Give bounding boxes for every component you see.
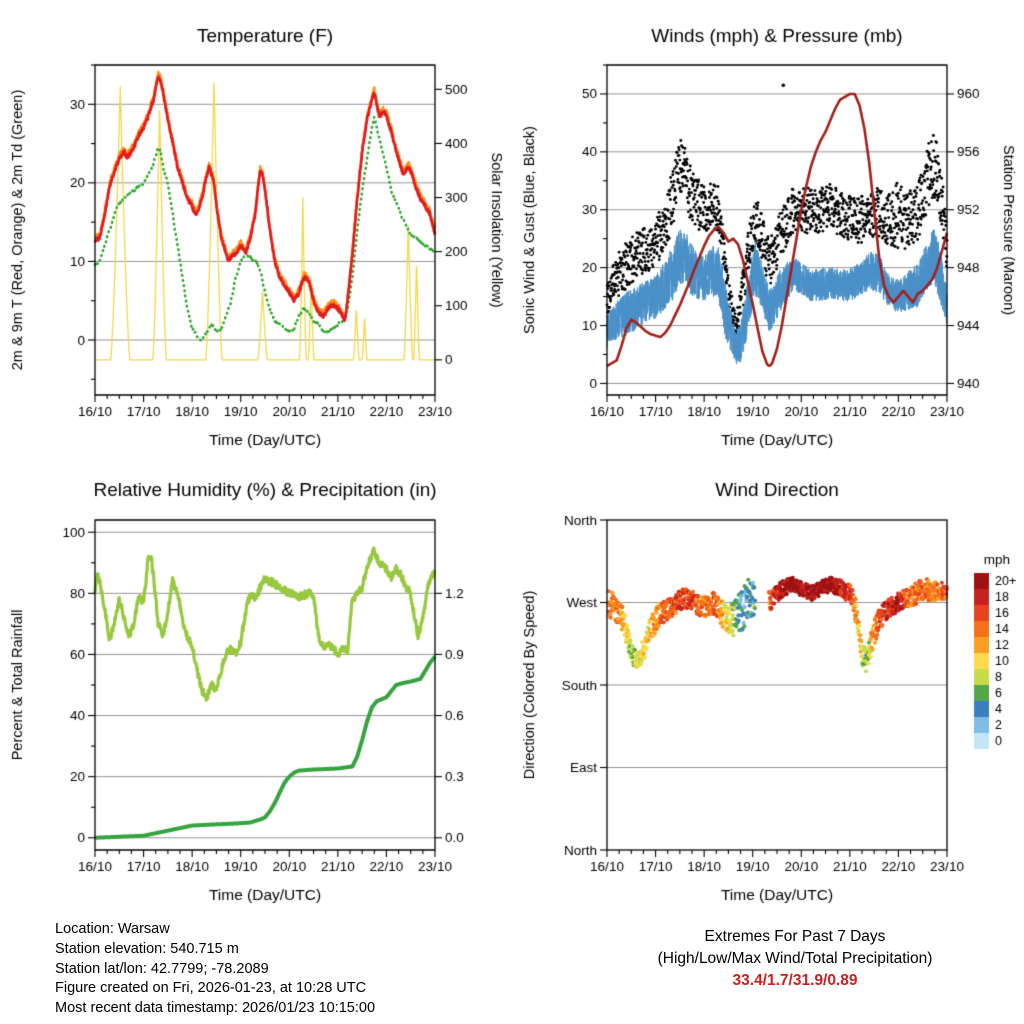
station-location: Location: Warsaw: [55, 921, 170, 937]
rh-precip-chart: [0, 460, 512, 920]
winds-pressure-chart: [512, 0, 1024, 460]
extremes-subtitle: (High/Low/Max Wind/Total Precipitation): [657, 950, 933, 967]
figure-created: Figure created on Fri, 2026-01-23, at 10…: [55, 980, 367, 997]
data-timestamp: Most recent data timestamp: 2026/01/23 1…: [55, 1000, 376, 1017]
wind-direction-chart: [512, 460, 1024, 920]
station-elevation: Station elevation: 540.715 m: [55, 940, 239, 957]
temperature-chart: [0, 0, 512, 460]
extremes-values: 33.4/1.7/31.9/0.89: [732, 972, 858, 989]
extremes-info: Extremes For Past 7 Days (High/Low/Max W…: [610, 926, 980, 992]
station-latlon: Station lat/lon: 42.7799; -78.2089: [55, 960, 269, 977]
footer: Location: Warsaw Station elevation: 540.…: [0, 918, 1024, 1024]
extremes-title: Extremes For Past 7 Days: [704, 928, 886, 945]
station-info: Location: Warsaw Station elevation: 540.…: [55, 920, 375, 1019]
